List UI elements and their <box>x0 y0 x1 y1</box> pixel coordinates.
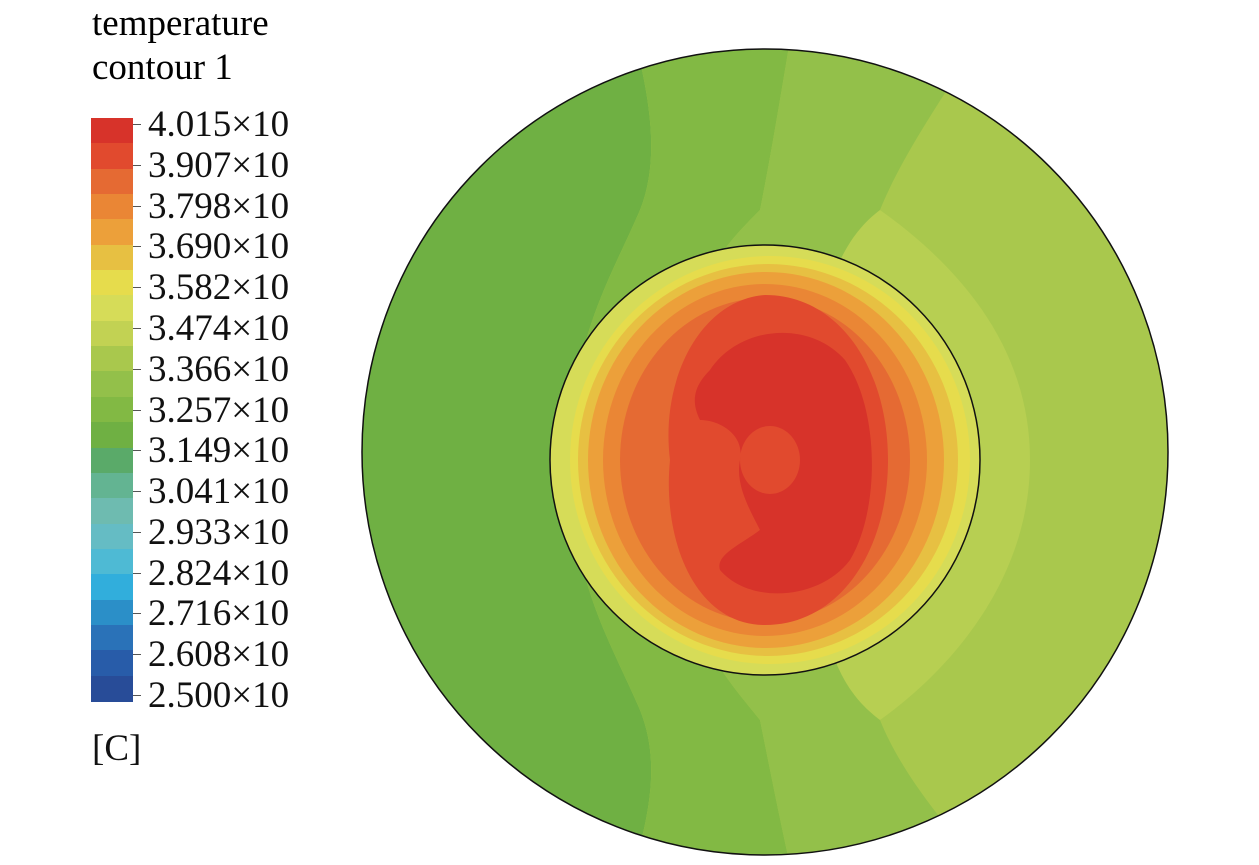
colorbar-swatch <box>91 548 133 576</box>
colorbar-swatch <box>91 320 133 348</box>
legend-title: temperature contour 1 <box>92 2 269 90</box>
colorbar-tick-mark <box>133 409 141 411</box>
colorbar-swatch <box>91 346 133 373</box>
colorbar-tick-mark <box>133 654 141 656</box>
colorbar-tick-mark <box>133 205 141 207</box>
colorbar-tick-mark <box>133 164 141 166</box>
colorbar-tick-label: 3.798×10 <box>148 185 290 227</box>
colorbar-swatch <box>91 650 133 677</box>
colorbar-tick-label: 2.608×10 <box>148 634 290 676</box>
inner-core <box>550 245 980 675</box>
colorbar-tick-mark <box>133 287 141 289</box>
colorbar-swatch <box>91 396 133 424</box>
colorbar-swatch <box>91 219 133 246</box>
colorbar-tick-label: 4.015×10 <box>148 104 290 145</box>
colorbar-tick-label: 3.366×10 <box>148 348 290 390</box>
colorbar-swatch <box>91 118 133 145</box>
colorbar-tick-mark <box>133 491 141 493</box>
colorbar-swatch <box>91 371 133 398</box>
colorbar-swatch <box>91 472 133 500</box>
colorbar-tick-mark <box>133 450 141 452</box>
colorbar-swatch <box>91 498 133 525</box>
colorbar-swatch <box>91 624 133 652</box>
colorbar-tick-mark <box>133 368 141 370</box>
colorbar-swatch <box>91 523 133 550</box>
colorbar-swatch <box>91 168 133 196</box>
colorbar-tick-label: 2.716×10 <box>148 593 290 635</box>
colorbar-tick-mark <box>133 613 141 615</box>
colorbar-swatch <box>91 599 133 626</box>
colorbar-swatch <box>91 244 133 272</box>
colorbar <box>91 118 133 702</box>
colorbar-tick-label: 3.149×10 <box>148 430 290 472</box>
colorbar-tick-mark <box>133 327 141 329</box>
temperature-contour-plot <box>361 48 1169 856</box>
colorbar-tick-mark <box>133 246 141 248</box>
legend-title-line1: temperature <box>92 3 269 44</box>
colorbar-swatch <box>91 295 133 322</box>
colorbar-swatch <box>91 574 133 601</box>
colorbar-tick-label: 2.500×10 <box>148 675 290 716</box>
colorbar-swatch <box>91 270 133 297</box>
colorbar-tick-mark <box>133 695 141 696</box>
colorbar-tick-mark <box>133 572 141 574</box>
colorbar-swatch <box>91 422 133 449</box>
colorbar-tick-label: 3.582×10 <box>148 267 290 309</box>
colorbar-swatch <box>91 675 133 702</box>
core-center <box>740 426 800 494</box>
colorbar-swatch <box>91 143 133 170</box>
colorbar-tick-label: 2.824×10 <box>148 552 290 594</box>
colorbar-tick-label: 3.690×10 <box>148 226 290 268</box>
colorbar-tick-label: 3.041×10 <box>148 471 290 513</box>
inner-boundary <box>549 244 981 676</box>
colorbar-tick-mark <box>133 531 141 533</box>
colorbar-tick-label: 3.257×10 <box>148 389 290 431</box>
colorbar-swatch <box>91 194 133 221</box>
colorbar-tick-mark <box>133 124 141 125</box>
outer-boundary <box>361 48 1169 856</box>
colorbar-swatch <box>91 447 133 474</box>
band-left-mid <box>570 49 790 855</box>
legend-title-line2: contour 1 <box>92 47 233 88</box>
colorbar-tick-label: 2.933×10 <box>148 511 290 553</box>
colorbar-tick-label: 3.907×10 <box>148 144 290 186</box>
colorbar-tick-label: 3.474×10 <box>148 307 290 349</box>
unit-label: [C] <box>92 728 142 769</box>
